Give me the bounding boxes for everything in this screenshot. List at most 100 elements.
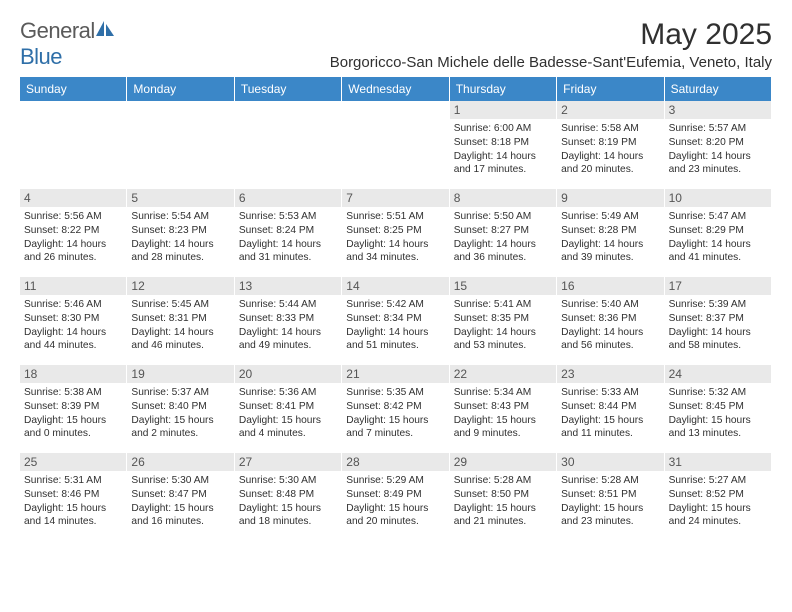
sunrise-text: Sunrise: 5:47 AM (669, 210, 767, 224)
cell-body: Sunrise: 5:28 AMSunset: 8:50 PMDaylight:… (450, 471, 556, 541)
sunset-text: Sunset: 8:27 PM (454, 224, 552, 238)
cell-body: Sunrise: 5:35 AMSunset: 8:42 PMDaylight:… (342, 383, 448, 453)
day-number: 31 (665, 453, 771, 471)
day-number: 7 (342, 189, 448, 207)
sunset-text: Sunset: 8:52 PM (669, 488, 767, 502)
day-header: Saturday (665, 77, 772, 101)
cell-body: Sunrise: 5:58 AMSunset: 8:19 PMDaylight:… (557, 119, 663, 189)
calendar-cell: 24Sunrise: 5:32 AMSunset: 8:45 PMDayligh… (665, 365, 772, 453)
sail-icon (95, 20, 115, 38)
sunset-text: Sunset: 8:41 PM (239, 400, 337, 414)
day-number: 19 (127, 365, 233, 383)
sunrise-text: Sunrise: 5:37 AM (131, 386, 229, 400)
sunset-text: Sunset: 8:42 PM (346, 400, 444, 414)
daylight-text: Daylight: 14 hours and 44 minutes. (24, 326, 122, 354)
sunset-text: Sunset: 8:23 PM (131, 224, 229, 238)
day-number: 15 (450, 277, 556, 295)
sunset-text: Sunset: 8:24 PM (239, 224, 337, 238)
day-number: 8 (450, 189, 556, 207)
logo: GeneralBlue (20, 18, 115, 70)
daylight-text: Daylight: 15 hours and 4 minutes. (239, 414, 337, 442)
day-number: 5 (127, 189, 233, 207)
sunrise-text: Sunrise: 5:51 AM (346, 210, 444, 224)
cell-body: Sunrise: 5:45 AMSunset: 8:31 PMDaylight:… (127, 295, 233, 365)
sunset-text: Sunset: 8:29 PM (669, 224, 767, 238)
sunrise-text: Sunrise: 5:41 AM (454, 298, 552, 312)
day-number: 25 (20, 453, 126, 471)
day-number: 4 (20, 189, 126, 207)
logo-text-blue: Blue (20, 44, 62, 69)
sunrise-text: Sunrise: 5:44 AM (239, 298, 337, 312)
cell-body: Sunrise: 5:36 AMSunset: 8:41 PMDaylight:… (235, 383, 341, 453)
day-number: 24 (665, 365, 771, 383)
daylight-text: Daylight: 15 hours and 20 minutes. (346, 502, 444, 530)
cell-body: Sunrise: 5:41 AMSunset: 8:35 PMDaylight:… (450, 295, 556, 365)
cell-body: Sunrise: 5:53 AMSunset: 8:24 PMDaylight:… (235, 207, 341, 277)
day-number (20, 101, 126, 119)
sunset-text: Sunset: 8:19 PM (561, 136, 659, 150)
logo-text: GeneralBlue (20, 18, 115, 70)
day-number: 13 (235, 277, 341, 295)
sunset-text: Sunset: 8:48 PM (239, 488, 337, 502)
cell-body: Sunrise: 5:29 AMSunset: 8:49 PMDaylight:… (342, 471, 448, 541)
cell-body (342, 119, 448, 189)
sunset-text: Sunset: 8:34 PM (346, 312, 444, 326)
day-header: Sunday (20, 77, 127, 101)
sunset-text: Sunset: 8:43 PM (454, 400, 552, 414)
daylight-text: Daylight: 15 hours and 16 minutes. (131, 502, 229, 530)
sunrise-text: Sunrise: 5:29 AM (346, 474, 444, 488)
day-number: 29 (450, 453, 556, 471)
day-number: 30 (557, 453, 663, 471)
day-number: 9 (557, 189, 663, 207)
calendar-cell: 1Sunrise: 6:00 AMSunset: 8:18 PMDaylight… (450, 101, 557, 189)
sunrise-text: Sunrise: 5:34 AM (454, 386, 552, 400)
day-number: 27 (235, 453, 341, 471)
sunrise-text: Sunrise: 6:00 AM (454, 122, 552, 136)
daylight-text: Daylight: 14 hours and 41 minutes. (669, 238, 767, 266)
cell-body: Sunrise: 5:40 AMSunset: 8:36 PMDaylight:… (557, 295, 663, 365)
sunset-text: Sunset: 8:50 PM (454, 488, 552, 502)
daylight-text: Daylight: 14 hours and 39 minutes. (561, 238, 659, 266)
sunrise-text: Sunrise: 5:39 AM (669, 298, 767, 312)
title-block: May 2025 Borgoricco-San Michele delle Ba… (330, 18, 772, 71)
cell-body: Sunrise: 5:31 AMSunset: 8:46 PMDaylight:… (20, 471, 126, 541)
calendar-cell: 28Sunrise: 5:29 AMSunset: 8:49 PMDayligh… (342, 453, 449, 541)
day-number (342, 101, 448, 119)
sunset-text: Sunset: 8:40 PM (131, 400, 229, 414)
daylight-text: Daylight: 15 hours and 13 minutes. (669, 414, 767, 442)
daylight-text: Daylight: 15 hours and 7 minutes. (346, 414, 444, 442)
cell-body: Sunrise: 5:37 AMSunset: 8:40 PMDaylight:… (127, 383, 233, 453)
daylight-text: Daylight: 15 hours and 14 minutes. (24, 502, 122, 530)
day-header: Thursday (450, 77, 557, 101)
daylight-text: Daylight: 15 hours and 9 minutes. (454, 414, 552, 442)
sunset-text: Sunset: 8:36 PM (561, 312, 659, 326)
sunset-text: Sunset: 8:44 PM (561, 400, 659, 414)
sunrise-text: Sunrise: 5:27 AM (669, 474, 767, 488)
daylight-text: Daylight: 14 hours and 36 minutes. (454, 238, 552, 266)
day-number: 23 (557, 365, 663, 383)
calendar-cell: 5Sunrise: 5:54 AMSunset: 8:23 PMDaylight… (127, 189, 234, 277)
calendar-cell: 2Sunrise: 5:58 AMSunset: 8:19 PMDaylight… (557, 101, 664, 189)
cell-body: Sunrise: 5:33 AMSunset: 8:44 PMDaylight:… (557, 383, 663, 453)
sunrise-text: Sunrise: 5:42 AM (346, 298, 444, 312)
sunset-text: Sunset: 8:22 PM (24, 224, 122, 238)
calendar-cell: 21Sunrise: 5:35 AMSunset: 8:42 PMDayligh… (342, 365, 449, 453)
daylight-text: Daylight: 14 hours and 17 minutes. (454, 150, 552, 178)
cell-body: Sunrise: 5:39 AMSunset: 8:37 PMDaylight:… (665, 295, 771, 365)
day-number: 6 (235, 189, 341, 207)
cell-body: Sunrise: 5:30 AMSunset: 8:48 PMDaylight:… (235, 471, 341, 541)
sunset-text: Sunset: 8:37 PM (669, 312, 767, 326)
day-number (235, 101, 341, 119)
cell-body (127, 119, 233, 189)
calendar-grid: SundayMondayTuesdayWednesdayThursdayFrid… (20, 77, 772, 541)
sunrise-text: Sunrise: 5:50 AM (454, 210, 552, 224)
day-number: 10 (665, 189, 771, 207)
daylight-text: Daylight: 14 hours and 23 minutes. (669, 150, 767, 178)
calendar-cell: 13Sunrise: 5:44 AMSunset: 8:33 PMDayligh… (235, 277, 342, 365)
sunrise-text: Sunrise: 5:36 AM (239, 386, 337, 400)
calendar-cell: 11Sunrise: 5:46 AMSunset: 8:30 PMDayligh… (20, 277, 127, 365)
cell-body (20, 119, 126, 189)
day-number: 21 (342, 365, 448, 383)
daylight-text: Daylight: 14 hours and 28 minutes. (131, 238, 229, 266)
day-number: 12 (127, 277, 233, 295)
